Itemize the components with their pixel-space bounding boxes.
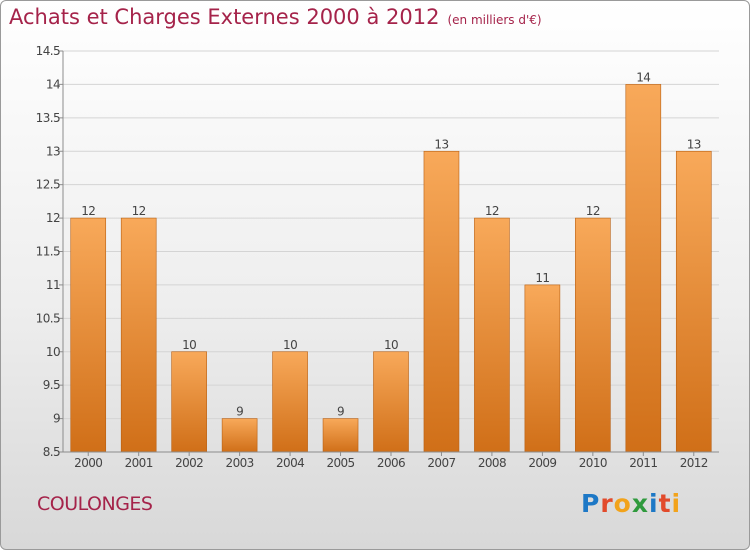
brand-letter: r — [600, 489, 614, 518]
y-tick-label: 14.5 — [36, 44, 60, 58]
y-tick-label: 13.5 — [36, 111, 60, 125]
bar — [474, 217, 510, 453]
x-tick-label: 2003 — [226, 456, 254, 470]
x-tick-label: 2005 — [326, 456, 354, 470]
bar — [221, 418, 258, 453]
x-tick-label: 2001 — [125, 456, 153, 470]
data-label: 13 — [687, 137, 701, 151]
chart-unit-text: (en milliers d'€) — [447, 13, 542, 27]
labels: 8.5 9 9.5 10 10.5 11 11.5 12 12.5 13 13.5 14 14.5 12 2… — [36, 44, 709, 470]
y-tick-label: 9.5 — [43, 378, 60, 392]
brand-letter: t — [658, 489, 672, 518]
chart-title: Achats et Charges Externes 2000 à 2012 (e… — [9, 5, 542, 29]
place-name: COULONGES — [37, 493, 153, 515]
data-label: 13 — [434, 137, 448, 151]
brand-letter: i — [671, 489, 682, 518]
y-tick-label: 13 — [46, 144, 60, 158]
bar — [575, 217, 611, 453]
x-tick-label: 2006 — [377, 456, 405, 470]
data-label: 10 — [384, 338, 398, 352]
x-tick-label: 2011 — [629, 456, 657, 470]
data-label: 14 — [636, 70, 650, 84]
bar — [171, 351, 207, 453]
x-tick-label: 2002 — [175, 456, 203, 470]
bar — [625, 84, 662, 453]
data-label: 10 — [182, 338, 196, 352]
bar — [675, 150, 712, 453]
bar — [322, 418, 359, 453]
x-tick-label: 2010 — [579, 456, 607, 470]
brand-letter: i — [649, 489, 659, 518]
data-label: 9 — [236, 405, 243, 419]
y-tick-label: 9 — [53, 412, 60, 426]
data-label: 12 — [586, 204, 600, 218]
data-label: 9 — [337, 405, 344, 419]
x-tick-label: 2012 — [680, 456, 708, 470]
bar — [120, 217, 157, 453]
y-tick-label: 10.5 — [36, 311, 60, 325]
data-label: 12 — [485, 204, 499, 218]
x-tick-label: 2004 — [276, 456, 304, 470]
brand-letter: x — [631, 489, 649, 518]
data-label: 11 — [535, 271, 549, 285]
chart-title-text: Achats et Charges Externes 2000 à 2012 — [9, 5, 440, 29]
brand-letter: P — [581, 489, 601, 518]
bar — [70, 217, 107, 453]
bar — [423, 150, 460, 453]
bar — [524, 284, 561, 453]
brand-logo: Proxiti — [581, 489, 681, 518]
y-tick-label: 11.5 — [36, 245, 60, 259]
data-label: 12 — [81, 204, 95, 218]
data-label: 12 — [132, 204, 146, 218]
data-label: 10 — [283, 338, 297, 352]
axes — [59, 50, 719, 456]
x-tick-label: 2000 — [74, 456, 102, 470]
y-tick-label: 12.5 — [36, 178, 60, 192]
y-tick-label: 8.5 — [43, 445, 60, 459]
y-tick-label: 12 — [46, 211, 60, 225]
y-tick-label: 11 — [46, 278, 60, 292]
x-tick-label: 2008 — [478, 456, 506, 470]
y-tick-label: 10 — [46, 345, 60, 359]
x-tick-label: 2009 — [528, 456, 556, 470]
bar — [272, 351, 308, 453]
bars — [70, 84, 712, 453]
y-tick-label: 14 — [46, 77, 60, 91]
x-tick-label: 2007 — [427, 456, 455, 470]
bar — [373, 351, 409, 453]
brand-letter: o — [613, 489, 632, 518]
